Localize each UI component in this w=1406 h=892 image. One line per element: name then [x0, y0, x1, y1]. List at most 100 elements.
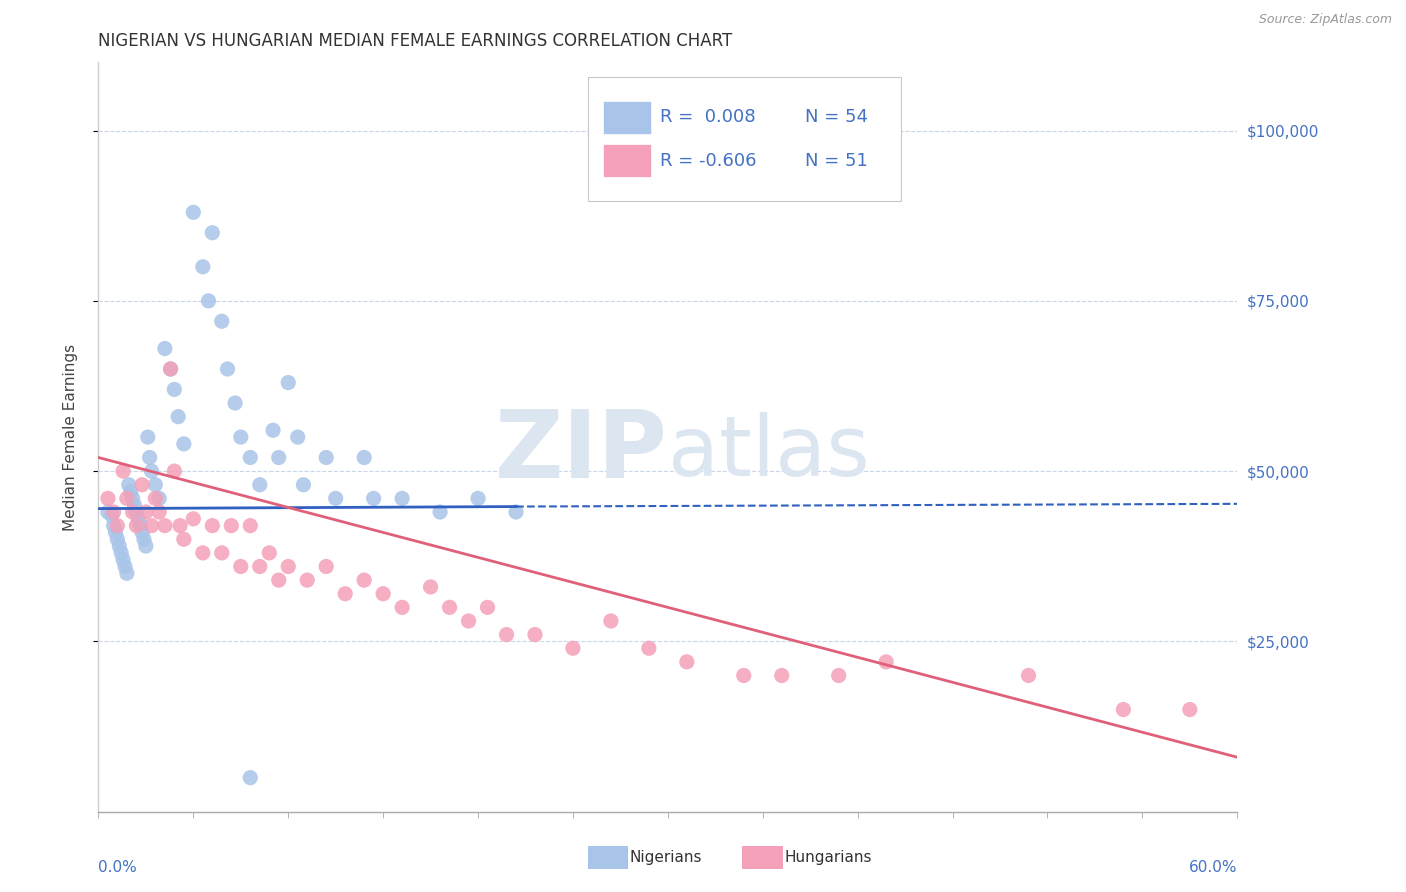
Point — [125, 505, 148, 519]
Point — [201, 518, 224, 533]
Point — [221, 518, 243, 533]
Point — [191, 260, 214, 274]
Point — [391, 600, 413, 615]
Point — [524, 627, 547, 641]
Point — [124, 498, 146, 512]
Point — [100, 508, 122, 523]
Point — [141, 518, 163, 533]
Point — [138, 450, 160, 465]
Point — [391, 491, 413, 506]
FancyBboxPatch shape — [588, 78, 901, 201]
Point — [104, 525, 127, 540]
Point — [277, 559, 299, 574]
Text: 0.0%: 0.0% — [98, 861, 138, 875]
Point — [600, 614, 623, 628]
Point — [467, 491, 489, 506]
Point — [163, 464, 186, 478]
Point — [112, 464, 135, 478]
Point — [770, 668, 793, 682]
Point — [259, 546, 281, 560]
Point — [141, 464, 163, 478]
Point — [115, 566, 138, 581]
Point — [107, 518, 129, 533]
Point — [97, 491, 120, 506]
Point — [353, 573, 375, 587]
Point — [136, 430, 159, 444]
Point — [229, 430, 252, 444]
Point — [1178, 702, 1201, 716]
Text: Hungarians: Hungarians — [785, 850, 872, 864]
Point — [562, 641, 585, 656]
Point — [277, 376, 299, 390]
Point — [429, 505, 451, 519]
Point — [1018, 668, 1040, 682]
Point — [107, 533, 129, 547]
Point — [183, 205, 205, 219]
Point — [249, 477, 271, 491]
Point — [197, 293, 219, 308]
Point — [132, 533, 155, 547]
FancyBboxPatch shape — [603, 145, 651, 178]
Point — [135, 539, 157, 553]
Point — [325, 491, 347, 506]
Text: N = 51: N = 51 — [804, 152, 868, 169]
Point — [335, 587, 357, 601]
Point — [211, 314, 233, 328]
Point — [131, 477, 153, 491]
Text: Nigerians: Nigerians — [630, 850, 703, 864]
Point — [733, 668, 755, 682]
Point — [167, 409, 190, 424]
Point — [371, 587, 394, 601]
FancyBboxPatch shape — [603, 101, 651, 134]
Point — [145, 491, 167, 506]
Point — [145, 477, 167, 491]
Point — [267, 450, 290, 465]
Point — [676, 655, 699, 669]
Point — [121, 491, 143, 506]
Point — [457, 614, 479, 628]
Point — [262, 423, 284, 437]
Point — [249, 559, 271, 574]
Point — [135, 505, 157, 519]
Text: NIGERIAN VS HUNGARIAN MEDIAN FEMALE EARNINGS CORRELATION CHART: NIGERIAN VS HUNGARIAN MEDIAN FEMALE EARN… — [98, 32, 733, 50]
Point — [127, 512, 149, 526]
Point — [183, 512, 205, 526]
Point — [363, 491, 385, 506]
Point — [419, 580, 441, 594]
Point — [159, 362, 181, 376]
Point — [148, 491, 170, 506]
Point — [495, 627, 517, 641]
Point — [353, 450, 375, 465]
Point — [239, 771, 262, 785]
Text: R = -0.606: R = -0.606 — [659, 152, 756, 169]
Point — [267, 573, 290, 587]
Text: 60.0%: 60.0% — [1189, 861, 1237, 875]
Point — [239, 518, 262, 533]
Point — [97, 505, 120, 519]
Point — [125, 518, 148, 533]
Y-axis label: Median Female Earnings: Median Female Earnings — [63, 343, 77, 531]
Point — [239, 450, 262, 465]
Point — [297, 573, 319, 587]
Point — [229, 559, 252, 574]
Point — [477, 600, 499, 615]
Point — [131, 525, 153, 540]
Point — [224, 396, 246, 410]
Point — [201, 226, 224, 240]
Point — [292, 477, 315, 491]
Point — [315, 450, 337, 465]
Point — [103, 518, 125, 533]
Point — [875, 655, 897, 669]
Point — [114, 559, 136, 574]
Point — [163, 383, 186, 397]
Point — [108, 539, 131, 553]
Point — [828, 668, 851, 682]
Point — [120, 484, 142, 499]
Text: ZIP: ZIP — [495, 406, 668, 498]
Point — [287, 430, 309, 444]
Point — [191, 546, 214, 560]
Point — [173, 533, 195, 547]
Text: N = 54: N = 54 — [804, 108, 868, 126]
Text: Source: ZipAtlas.com: Source: ZipAtlas.com — [1258, 13, 1392, 27]
Point — [1112, 702, 1135, 716]
